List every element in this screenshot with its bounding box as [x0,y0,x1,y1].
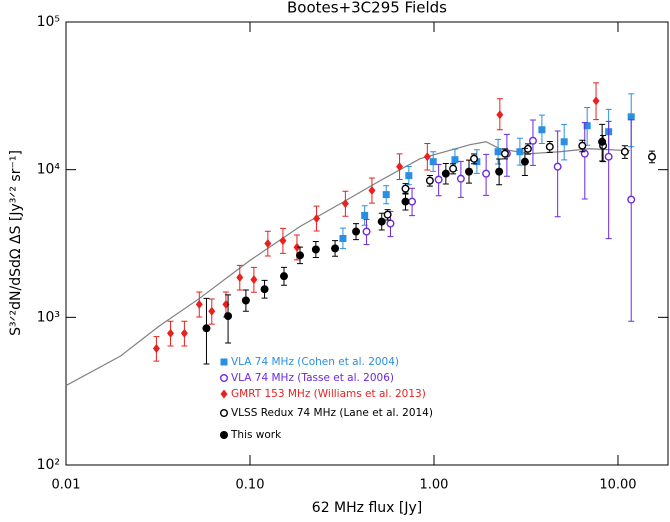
x-tick-label: 0.01 [52,478,81,493]
data-point [313,213,321,223]
data-point [528,136,537,145]
error-bar [605,120,612,240]
data-point [429,158,437,166]
legend-label: GMRT 153 MHz (Williams et al. 2013) [231,388,426,400]
data-point [208,306,216,316]
data-point [627,113,635,121]
data-point [520,157,529,166]
legend-marker [220,358,228,366]
data-point [620,147,629,156]
data-point [241,296,250,305]
data-point [224,312,233,321]
chart-title: Bootes+3C295 Fields [287,0,447,17]
x-tick-label: 10.00 [599,478,636,493]
model-curve [65,141,630,387]
data-point [451,156,459,164]
data-point [470,154,479,163]
legend-label: This work [230,429,282,441]
data-point [362,227,371,236]
data-point [500,149,509,158]
data-point [496,110,504,120]
data-point [434,175,443,184]
error-bar [628,119,635,322]
data-point [592,96,600,106]
y-tick-label: 10³ [37,309,60,325]
data-point [382,191,390,199]
data-point [180,328,188,338]
data-point [293,242,301,252]
data-point [352,227,361,236]
data-point [627,195,636,204]
data-point [368,185,376,195]
data-point [408,197,417,206]
data-point [545,142,554,151]
data-point [202,324,211,333]
data-point [482,169,491,178]
data-point [560,138,568,146]
data-point [264,239,272,249]
legend-marker [219,409,228,418]
data-point [250,275,258,285]
data-point [449,164,458,173]
x-tick-label: 1.00 [420,478,449,493]
y-tick-label: 10⁵ [37,14,60,30]
data-point [425,176,434,185]
x-axis-label: 62 MHz flux [Jy] [312,500,422,516]
data-point [341,199,349,209]
data-point [465,167,474,176]
legend-label: VLA 74 MHz (Tasse et al. 2006) [231,372,394,384]
y-axis-label: S³ᐟ²dN/dSdΩ ΔS [Jy³ᐟ² sr⁻¹] [8,150,24,336]
data-point [279,272,288,281]
data-point [456,174,465,183]
data-point [260,285,269,294]
data-point [296,251,305,260]
data-point [604,152,613,161]
data-point [361,211,369,219]
plot-frame [65,21,669,466]
data-point [339,234,347,242]
data-point [311,245,320,254]
data-point [279,236,287,246]
data-point [423,152,431,162]
x-tick-label: 0.10 [236,478,265,493]
data-point [583,122,591,130]
error-bar [581,122,588,200]
data-point [495,167,504,176]
data-point [401,197,410,206]
legend-marker [220,389,228,399]
data-point [377,217,386,226]
data-point [494,148,502,156]
y-tick-label: 10² [37,457,60,473]
data-point [152,344,160,354]
data-point [195,299,203,309]
data-point [405,172,413,180]
data-point [578,141,587,150]
data-point [401,184,410,193]
data-point [386,219,395,228]
legend-label: VLSS Redux 74 MHz (Lane et al. 2014) [231,407,433,419]
data-point [516,148,524,156]
data-point [441,169,450,178]
error-bar [554,130,561,218]
data-point [383,210,392,219]
legend-marker [220,431,228,439]
data-point [396,162,404,172]
data-point [598,137,607,146]
data-point [167,328,175,338]
data-point [331,244,340,253]
data-point [236,273,244,283]
legend-label: VLA 74 MHz (Cohen et al. 2004) [231,356,399,368]
legend-marker [219,374,228,383]
data-point [647,152,656,161]
data-point [538,126,546,134]
data-point [553,162,562,171]
y-tick-label: 10⁴ [37,162,61,178]
data-point [473,158,481,166]
